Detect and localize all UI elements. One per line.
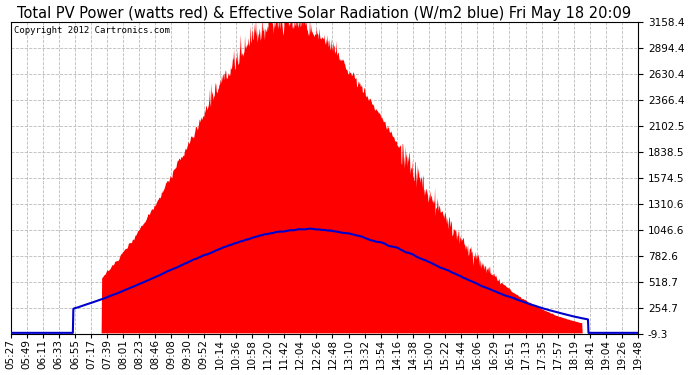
Title: Total PV Power (watts red) & Effective Solar Radiation (W/m2 blue) Fri May 18 20: Total PV Power (watts red) & Effective S… bbox=[17, 6, 631, 21]
Text: Copyright 2012 Cartronics.com: Copyright 2012 Cartronics.com bbox=[14, 26, 170, 35]
